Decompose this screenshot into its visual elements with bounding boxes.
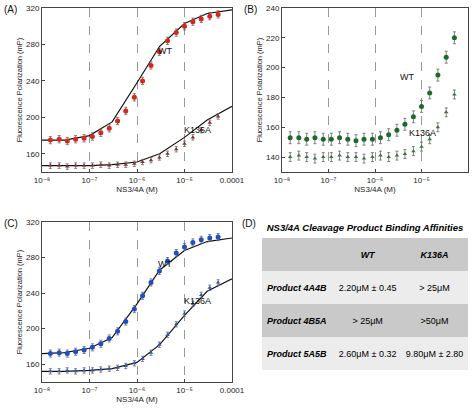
svg-text:140: 140 [266,153,280,162]
html-text:K136A: K136A [420,249,449,260]
html-text:> 25μM: > 25μM [419,282,450,293]
svg-text:0.0001: 0.0001 [220,176,245,185]
svg-text:160: 160 [26,150,40,159]
svg-text:10⁻⁵: 10⁻⁵ [176,386,192,395]
svg-text:K136A: K136A [409,128,436,138]
svg-text:200: 200 [26,324,40,333]
html-text:9.80μM ± 2.80: 9.80μM ± 2.80 [405,348,464,359]
svg-text:200: 200 [266,63,280,72]
svg-text:(A): (A) [4,4,17,15]
svg-text:K136A: K136A [184,296,211,306]
svg-text:240: 240 [26,289,40,298]
svg-text:(B): (B) [244,4,257,15]
svg-text:WT: WT [158,46,172,56]
svg-text:0.0001: 0.0001 [220,386,245,395]
svg-text:240: 240 [26,77,40,86]
svg-text:180: 180 [266,93,280,102]
svg-text:10⁻⁵: 10⁻⁵ [413,176,429,185]
svg-text:10⁻⁸: 10⁻⁸ [34,176,51,185]
html-text:Product 5A5B: Product 5A5B [267,348,327,359]
html-text:>50μM: >50μM [420,315,449,326]
svg-text:NS3/4A (M): NS3/4A (M) [116,185,158,194]
svg-text:10⁻⁵: 10⁻⁵ [176,176,192,185]
svg-text:280: 280 [26,253,40,262]
svg-text:WT: WT [400,72,414,82]
html-text:NS3/4A Cleavage Product Bindin: NS3/4A Cleavage Product Binding Affiniti… [266,222,464,233]
svg-text:10⁻⁸: 10⁻⁸ [274,176,291,185]
svg-text:10⁻⁶: 10⁻⁶ [367,176,383,185]
html-text:Product 4A4B: Product 4A4B [267,282,327,293]
svg-text:10⁻⁷: 10⁻⁷ [81,386,97,395]
html-text:2.60μM ± 0.32: 2.60μM ± 0.32 [338,348,397,359]
svg-text:NS3/4A (M): NS3/4A (M) [354,185,396,194]
svg-text:280: 280 [26,40,40,49]
svg-text:K136A: K136A [184,125,211,135]
svg-text:NS3/4A (M): NS3/4A (M) [116,395,158,404]
svg-text:320: 320 [26,4,40,13]
svg-text:WT: WT [158,259,172,269]
svg-text:(D): (D) [242,218,256,229]
svg-text:160: 160 [266,123,280,132]
svg-text:(C): (C) [4,218,18,229]
svg-text:220: 220 [266,34,280,43]
svg-text:Fluorescence Polarization (mP): Fluorescence Polarization (mP) [255,37,264,142]
html-text:2.20μM ± 0.45: 2.20μM ± 0.45 [338,282,397,293]
svg-text:320: 320 [26,218,40,227]
svg-text:10⁻⁸: 10⁻⁸ [34,386,51,395]
html-text:Product 4B5A: Product 4B5A [267,315,327,326]
html-text:WT: WT [360,249,375,260]
svg-text:240: 240 [266,4,280,13]
svg-text:160: 160 [26,360,40,369]
svg-text:Fluorescence Polarization (mP): Fluorescence Polarization (mP) [15,37,24,142]
svg-text:10⁻⁷: 10⁻⁷ [81,176,97,185]
svg-text:200: 200 [26,113,40,122]
svg-text:10⁻⁷: 10⁻⁷ [320,176,336,185]
svg-text:Fluorescence Polarization (mP): Fluorescence Polarization (mP) [15,249,24,354]
svg-text:10⁻⁶: 10⁻⁶ [129,386,145,395]
svg-text:10⁻⁶: 10⁻⁶ [129,176,145,185]
html-text:> 25μM: > 25μM [352,315,383,326]
